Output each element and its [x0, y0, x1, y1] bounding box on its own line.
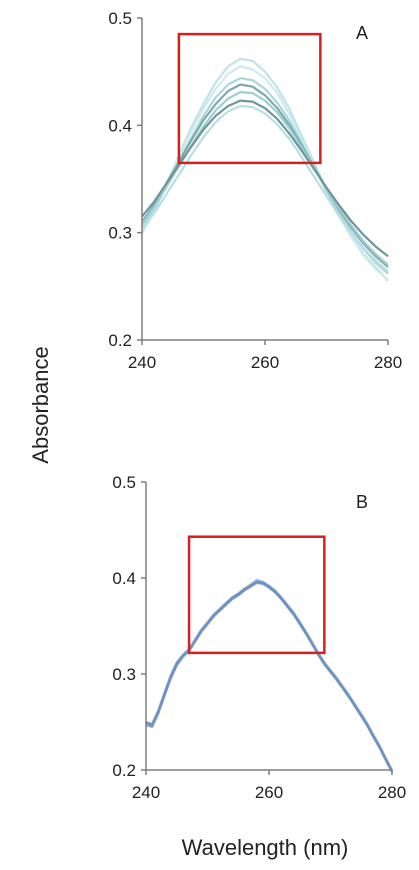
y-tick-label: 0.4 [112, 569, 136, 588]
series-line-2 [141, 65, 389, 281]
x-tick-label: 260 [255, 783, 283, 802]
x-tick-label: 280 [378, 783, 406, 802]
series-line-7 [141, 104, 389, 273]
chart-panel-a: 0.2 0.3 0.4 0.5 240 260 280 A [108, 9, 402, 372]
y-tick-label: 0.5 [112, 473, 136, 492]
series-line-1 [145, 578, 394, 771]
y-tick-label: 0.3 [112, 665, 136, 684]
series-line-6 [141, 99, 389, 258]
y-axis-title: Absorbance [28, 346, 53, 463]
x-axis-title: Wavelength (nm) [182, 835, 349, 860]
series-line-2 [145, 581, 394, 773]
highlight-box [177, 32, 322, 165]
series-line-3 [145, 580, 394, 772]
x-tick-label: 280 [374, 353, 402, 372]
y-tick-label: 0.3 [108, 224, 132, 243]
y-tick-label: 0.2 [112, 761, 136, 780]
highlight-box [187, 535, 326, 655]
y-tick-label: 0.2 [108, 331, 132, 350]
x-tick-label: 240 [128, 353, 156, 372]
x-tick-label: 260 [251, 353, 279, 372]
y-tick-label: 0.5 [108, 9, 132, 28]
x-tick-label: 240 [132, 783, 160, 802]
panel-label: B [356, 492, 368, 512]
y-tick-label: 0.4 [108, 116, 132, 135]
panel-label: A [356, 23, 368, 43]
chart-panel-b: 0.2 0.3 0.4 0.5 240 260 280 B [112, 473, 406, 802]
